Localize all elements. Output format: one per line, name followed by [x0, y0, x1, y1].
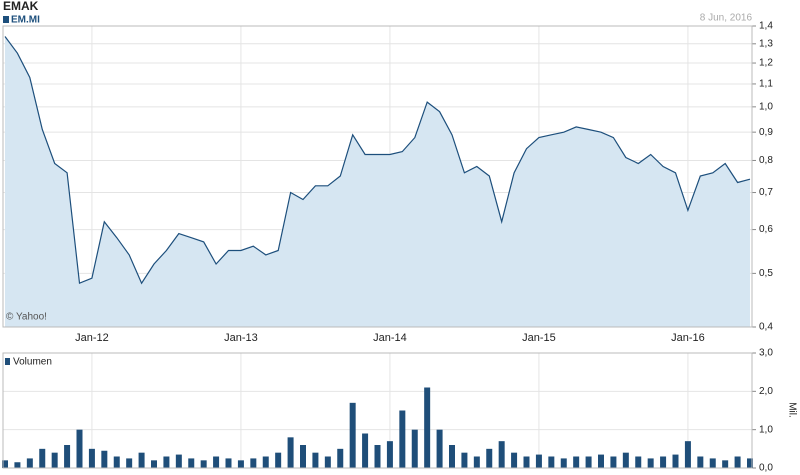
bar: [535, 454, 542, 468]
bar: [300, 445, 306, 468]
bar: [684, 441, 691, 468]
bar: [747, 458, 753, 468]
bar: [349, 402, 356, 468]
bar: [697, 456, 704, 468]
bar: [324, 456, 331, 468]
x-tick-label: Jan-14: [373, 332, 407, 344]
x-tick-label: Jan-16: [671, 332, 705, 344]
y-tick-label: 2,0: [759, 386, 773, 397]
y-tick-label: 1,0: [759, 424, 773, 435]
bar: [312, 452, 319, 468]
bar: [76, 429, 83, 468]
plot-frame: [2, 352, 753, 469]
bar: [88, 448, 95, 468]
bar: [660, 456, 667, 468]
x-tick-label: Jan-13: [224, 332, 258, 344]
date-label: 8 Jun, 2016: [700, 13, 753, 24]
area: [5, 36, 750, 327]
legend-swatch: [5, 358, 10, 365]
bar: [573, 456, 580, 468]
bar: [386, 441, 393, 468]
bar: [64, 445, 71, 468]
chart-title: EMAK: [3, 0, 39, 13]
bar: [411, 429, 418, 468]
legend-label: Volumen: [13, 357, 52, 368]
bar: [709, 458, 716, 468]
bar: [151, 460, 157, 468]
bar: [399, 410, 406, 468]
bar: [2, 460, 8, 468]
bar: [548, 456, 555, 468]
y-tick-label: 0,0: [759, 463, 773, 474]
y-tick-label: 1,0: [759, 101, 773, 112]
bar: [275, 452, 282, 468]
y-tick-label: 3,0: [759, 348, 773, 359]
legend-label: EM.MI: [11, 15, 40, 26]
y-tick-label: 1,3: [759, 38, 773, 49]
y-tick-label: 1,1: [759, 79, 773, 90]
bar: [163, 456, 170, 468]
annotation: © Yahoo!: [6, 312, 47, 323]
bar: [486, 448, 493, 468]
y-tick-label: 0,7: [759, 187, 773, 198]
bar: [262, 456, 269, 468]
bar: [362, 433, 369, 468]
bar: [26, 458, 33, 468]
bar: [560, 458, 567, 468]
y-tick-label: 0,4: [759, 322, 773, 333]
bar: [213, 456, 220, 468]
y-tick-label: 1,2: [759, 58, 773, 69]
bar: [374, 445, 381, 468]
bar: [449, 445, 455, 468]
y-tick-label: 1,4: [759, 21, 773, 32]
bar: [424, 387, 431, 468]
y-tick-label: 0,5: [759, 268, 773, 279]
x-tick-label: Jan-15: [522, 332, 556, 344]
bar: [598, 454, 604, 468]
bar: [498, 441, 505, 468]
bar: [200, 460, 207, 468]
bar: [647, 458, 654, 468]
x-tick-label: Jan-12: [75, 332, 109, 344]
bar: [237, 460, 244, 468]
bar: [39, 448, 46, 468]
bar: [225, 458, 232, 468]
bar: [126, 458, 133, 468]
y-tick-label: 0,6: [759, 224, 773, 235]
bar: [722, 460, 729, 468]
y-axis-label: Mil.: [786, 402, 797, 418]
bar: [337, 448, 344, 468]
bar: [138, 452, 145, 468]
bar: [461, 452, 468, 468]
bar: [734, 456, 741, 468]
bar: [436, 429, 443, 468]
bar: [287, 437, 294, 468]
bar: [250, 458, 257, 468]
bar: [473, 456, 480, 468]
bar: [610, 456, 617, 468]
bar: [101, 450, 108, 468]
bar: [622, 452, 629, 468]
bar: [51, 452, 58, 468]
bar: [188, 458, 195, 468]
line: [4, 36, 751, 285]
bar: [585, 456, 592, 468]
bar: [523, 456, 530, 468]
bar: [113, 456, 120, 468]
y-tick-label: 0,8: [759, 155, 773, 166]
bar: [14, 462, 21, 468]
bar: [511, 452, 518, 468]
legend-swatch: [3, 16, 9, 23]
y-tick-label: 0,9: [759, 127, 773, 138]
bar: [672, 454, 679, 468]
bar: [635, 456, 642, 468]
plot-frame: [2, 25, 753, 328]
bar: [175, 454, 182, 468]
